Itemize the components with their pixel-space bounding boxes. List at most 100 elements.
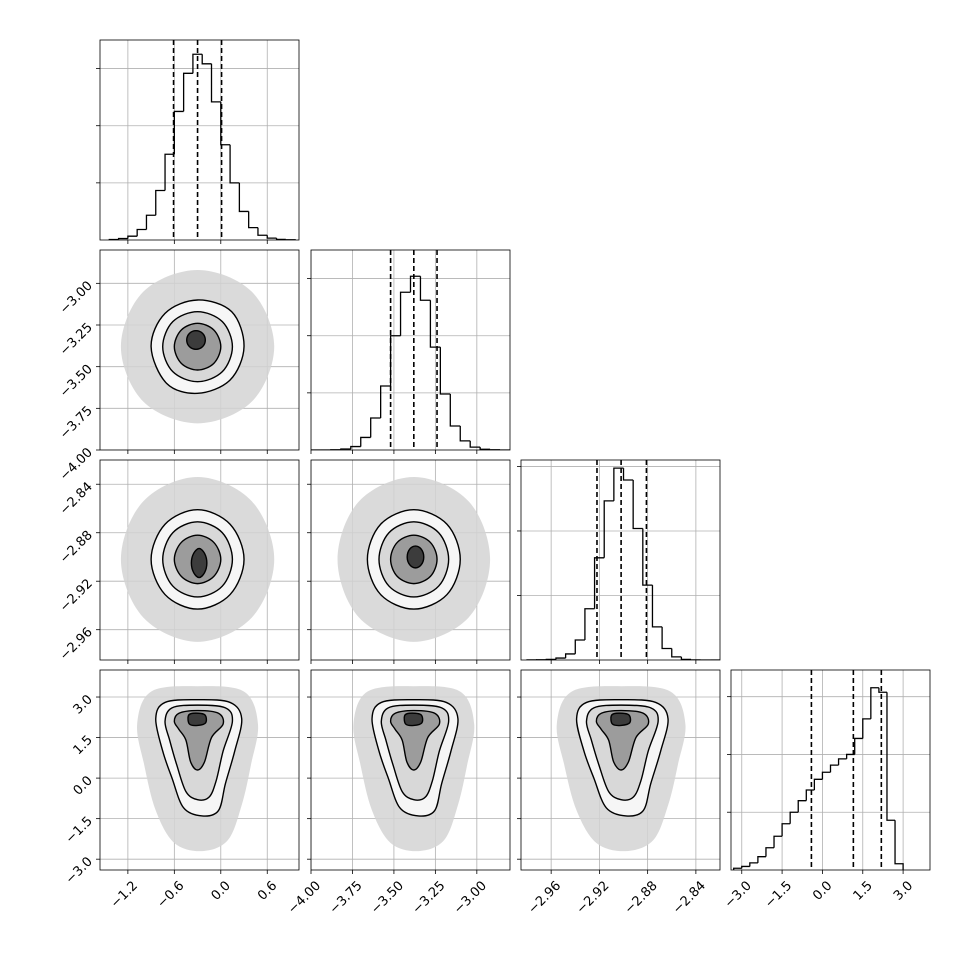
y-tick-label: −3.50 (57, 362, 96, 401)
plot-area (311, 460, 510, 660)
histogram-step (614, 468, 624, 501)
contour (191, 548, 206, 577)
histogram-step (239, 183, 248, 212)
panel: −3.00−3.25−3.50−3.75−4.00 (57, 250, 299, 484)
histogram-step (440, 347, 450, 394)
x-tick-label: 3.0 (891, 878, 916, 903)
contour (188, 713, 206, 725)
histogram-step (391, 336, 401, 386)
x-tick-label: −2.92 (574, 878, 613, 917)
histogram-step (202, 54, 211, 64)
histogram-step (401, 292, 411, 335)
histogram-step (895, 820, 903, 870)
x-tick-label: −3.0 (722, 878, 755, 911)
x-tick-label: −3.00 (451, 878, 490, 917)
y-tick-label: −4.00 (57, 445, 96, 484)
histogram-step (750, 863, 758, 867)
histogram-step (137, 230, 146, 237)
histogram-step (174, 111, 183, 154)
histogram-step (184, 73, 193, 111)
histogram-step (119, 239, 128, 240)
y-tick-label: −3.25 (57, 320, 96, 359)
histogram-step (742, 866, 750, 868)
x-tick-label: −1.2 (108, 878, 141, 911)
x-tick-label: −2.96 (525, 878, 564, 917)
panel-frame (100, 40, 299, 240)
histogram-step (361, 437, 371, 446)
contour (611, 713, 631, 725)
panel: −1.2 −0.6 0.0 0.6 3.0 1.5 0.0 −1.5 −3.0 (63, 670, 299, 911)
histogram-step (480, 447, 490, 449)
x-tick-label: −3.75 (327, 878, 366, 917)
panel: −2.96−2.92−2.88−2.84 (517, 670, 720, 917)
histogram-step (371, 418, 381, 437)
histogram-step (681, 657, 691, 659)
plot-area (521, 460, 720, 660)
histogram-step (249, 211, 258, 227)
histogram-step (146, 215, 155, 229)
histogram-step (624, 468, 634, 480)
histogram-step (839, 759, 847, 765)
plot-area (311, 250, 510, 450)
plot-area (100, 40, 299, 240)
y-tick-label: 0.0 (71, 773, 96, 798)
histogram-step (766, 848, 774, 857)
histogram-step (156, 190, 165, 215)
x-tick-label: 0.6 (255, 878, 280, 903)
histogram-step (420, 276, 430, 300)
plot-area (521, 670, 720, 870)
histogram-step (585, 609, 595, 640)
x-tick-label: −2.84 (670, 878, 709, 917)
y-tick-label: 1.5 (71, 733, 96, 758)
histogram-step (128, 236, 137, 238)
panel: −4.00−3.75−3.50−3.25−3.00 (285, 670, 510, 917)
plot-area (731, 670, 930, 870)
histogram-step (782, 824, 790, 836)
y-tick-label: −1.5 (63, 814, 96, 847)
y-tick-label: 3.0 (71, 692, 96, 717)
histogram-step (258, 228, 267, 236)
histogram-step (230, 145, 239, 183)
histogram-step (831, 765, 839, 772)
histogram-step (460, 426, 470, 441)
x-tick-label: 1.5 (851, 878, 876, 903)
x-tick-label: 0.0 (209, 878, 234, 903)
histogram-step (790, 812, 798, 824)
x-tick-label: −3.25 (410, 878, 449, 917)
histogram-step (871, 688, 879, 719)
histogram-step (672, 649, 682, 657)
y-tick-label: −3.00 (57, 279, 96, 318)
panel: −2.84 −2.88 −2.92 −2.96 (57, 460, 299, 664)
y-tick-label: −3.0 (63, 854, 96, 887)
histogram-step (575, 640, 585, 654)
histogram-step (470, 441, 480, 447)
plot-area (100, 250, 299, 450)
y-tick-label: −3.75 (57, 404, 96, 443)
histogram-step (855, 738, 863, 754)
panel (517, 460, 720, 664)
contour (187, 331, 206, 350)
histogram-step (381, 386, 391, 418)
histogram-step (798, 801, 806, 813)
plot-area (311, 670, 510, 870)
panel (96, 40, 299, 244)
histogram-step (758, 857, 766, 863)
y-tick-label: −2.96 (57, 625, 96, 664)
y-tick-label: −2.88 (57, 528, 96, 567)
histogram-step (604, 501, 614, 558)
histogram-step (806, 790, 814, 801)
x-tick-label: −0.6 (154, 878, 187, 911)
histogram-step (556, 658, 566, 659)
x-tick-label: 0.0 (810, 878, 835, 903)
y-tick-label: −2.84 (57, 479, 96, 518)
histogram-step (774, 836, 782, 848)
histogram-step (633, 480, 643, 529)
histogram-step (814, 779, 822, 790)
contour (404, 713, 422, 725)
histogram-step (652, 585, 662, 627)
y-tick-label: −2.92 (57, 576, 96, 615)
histogram-step (267, 235, 276, 238)
histogram-step (450, 394, 460, 426)
